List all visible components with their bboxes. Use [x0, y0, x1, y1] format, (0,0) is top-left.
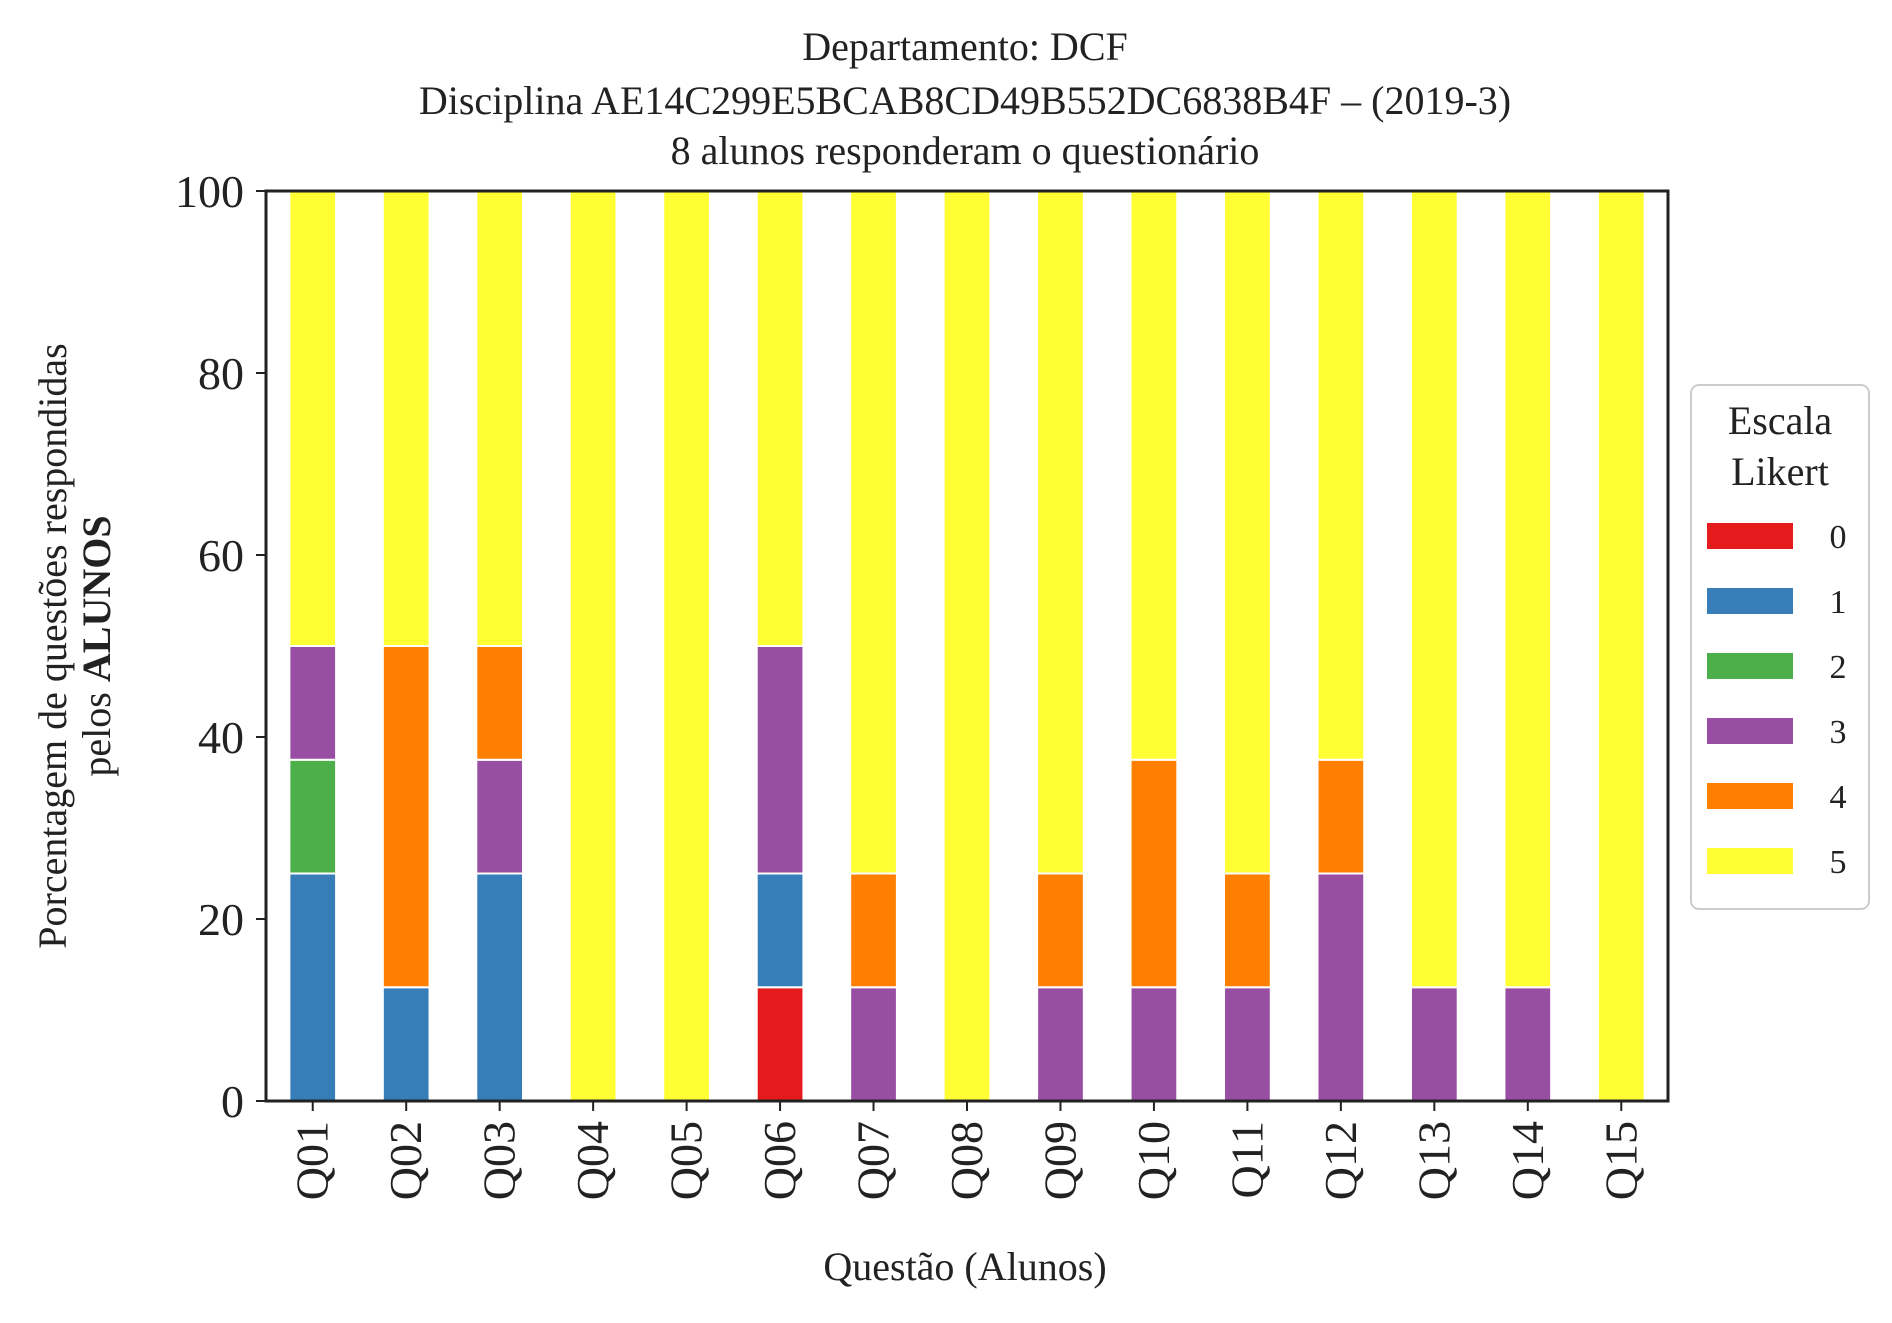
bar-q07-likert-3 [849, 986, 898, 1102]
legend-items: 0 1 2 3 4 5 [1707, 519, 1847, 881]
bar-q10-likert-4 [1129, 758, 1179, 989]
bar-q03-likert-4 [475, 645, 525, 761]
legend-box [1690, 384, 1870, 910]
bar-q01-likert-5 [288, 190, 338, 647]
title-line-1: Departamento: DCF [802, 24, 1128, 69]
bar-q07-likert-5 [849, 190, 898, 875]
legend-swatch-2 [1707, 653, 1793, 679]
bar-q06-likert-5 [755, 190, 805, 647]
x-tick-label-q07: Q07 [848, 1121, 899, 1200]
bar-q10-likert-5 [1129, 190, 1179, 761]
legend-title-line-1: Escala [1728, 398, 1833, 443]
x-tick-label-q11: Q11 [1221, 1121, 1272, 1199]
y-axis-label-line-1: Porcentagem de questões respondidas [30, 343, 75, 948]
x-tick-label-q03: Q03 [474, 1121, 525, 1200]
bar-q06-likert-3 [755, 645, 805, 875]
bar-q12-likert-5 [1316, 190, 1366, 761]
y-tick-label-100: 100 [175, 166, 244, 217]
bar-q05-likert-5 [662, 190, 711, 1102]
bar-q01-likert-1 [288, 872, 338, 1102]
legend-swatch-3 [1707, 718, 1793, 744]
legend-swatch-0 [1707, 523, 1793, 549]
y-axis-ticks: 0 20 40 60 80 100 [175, 166, 266, 1127]
bar-q01-likert-2 [288, 758, 338, 875]
x-tick-label-q14: Q14 [1502, 1121, 1553, 1200]
y-tick-label-80: 80 [198, 348, 244, 399]
bar-q06-likert-0 [755, 986, 805, 1102]
bar-q04-likert-5 [568, 190, 618, 1102]
x-axis-ticks: Q01 Q02 Q03 Q04 Q05 Q06 Q07 Q08 Q09 Q10 Q11 Q12 Q13 Q… [287, 1101, 1646, 1200]
y-tick-label-20: 20 [198, 894, 244, 945]
legend-label-1: 1 [1830, 584, 1847, 621]
bar-q11-likert-4 [1223, 872, 1272, 989]
legend-label-5: 5 [1830, 844, 1847, 881]
x-tick-label-q12: Q12 [1315, 1121, 1366, 1200]
x-tick-label-q02: Q02 [380, 1121, 431, 1200]
bar-q06-likert-1 [755, 872, 805, 989]
bar-q01-likert-3 [288, 645, 338, 761]
bar-q09-likert-5 [1036, 190, 1085, 875]
bar-q03-likert-1 [475, 872, 525, 1102]
bar-q10-likert-3 [1129, 986, 1179, 1102]
legend: Escala Likert 0 1 2 3 4 5 [1690, 384, 1870, 910]
bar-q02-likert-5 [381, 190, 431, 647]
bar-q09-likert-4 [1036, 872, 1085, 989]
legend-label-3: 3 [1830, 714, 1847, 751]
bars-group [288, 190, 1646, 1102]
legend-swatch-5 [1707, 848, 1793, 874]
bar-q12-likert-3 [1316, 872, 1366, 1102]
y-axis-label-line-2: pelos ALUNOS [74, 515, 119, 776]
bar-q15-likert-5 [1596, 190, 1646, 1102]
legend-swatch-4 [1707, 783, 1793, 809]
x-tick-label-q06: Q06 [754, 1121, 805, 1200]
y-tick-label-0: 0 [221, 1076, 244, 1127]
bar-q07-likert-4 [849, 872, 898, 989]
y-axis-label: Porcentagem de questões respondidas pelo… [30, 343, 119, 948]
x-tick-label-q04: Q04 [567, 1121, 618, 1200]
bar-q13-likert-5 [1409, 190, 1459, 989]
x-tick-label-q09: Q09 [1034, 1121, 1085, 1200]
x-tick-label-q15: Q15 [1595, 1121, 1646, 1200]
x-tick-label-q08: Q08 [941, 1121, 992, 1200]
bar-q09-likert-3 [1036, 986, 1085, 1102]
bar-q14-likert-5 [1503, 190, 1553, 989]
legend-title-line-2: Likert [1731, 449, 1829, 494]
bar-q03-likert-3 [475, 758, 525, 875]
bar-q03-likert-5 [475, 190, 525, 647]
x-tick-label-q13: Q13 [1408, 1121, 1459, 1200]
y-axis-label-prefix: pelos [74, 682, 119, 776]
bar-q12-likert-4 [1316, 758, 1366, 875]
bar-q11-likert-3 [1223, 986, 1272, 1102]
legend-label-0: 0 [1830, 519, 1847, 556]
x-tick-label-q05: Q05 [661, 1121, 712, 1200]
bar-q02-likert-1 [381, 986, 431, 1102]
legend-label-4: 4 [1830, 779, 1847, 816]
legend-label-2: 2 [1830, 649, 1847, 686]
bar-q08-likert-5 [942, 190, 992, 1102]
title-line-3: 8 alunos responderam o questionário [671, 128, 1260, 173]
legend-swatch-1 [1707, 588, 1793, 614]
x-tick-label-q10: Q10 [1128, 1121, 1179, 1200]
bar-q14-likert-3 [1503, 986, 1553, 1102]
y-tick-label-40: 40 [198, 712, 244, 763]
y-tick-label-60: 60 [198, 530, 244, 581]
bar-q13-likert-3 [1409, 986, 1459, 1102]
x-axis-label: Questão (Alunos) [823, 1244, 1106, 1289]
x-tick-label-q01: Q01 [287, 1121, 338, 1200]
chart-title: Departamento: DCF Disciplina AE14C299E5B… [419, 24, 1511, 173]
bar-q02-likert-4 [381, 645, 431, 989]
title-line-2: Disciplina AE14C299E5BCAB8CD49B552DC6838… [419, 78, 1511, 123]
y-axis-label-bold: ALUNOS [74, 515, 119, 682]
bar-q11-likert-5 [1223, 190, 1272, 875]
plot-frame [264, 189, 1670, 1103]
